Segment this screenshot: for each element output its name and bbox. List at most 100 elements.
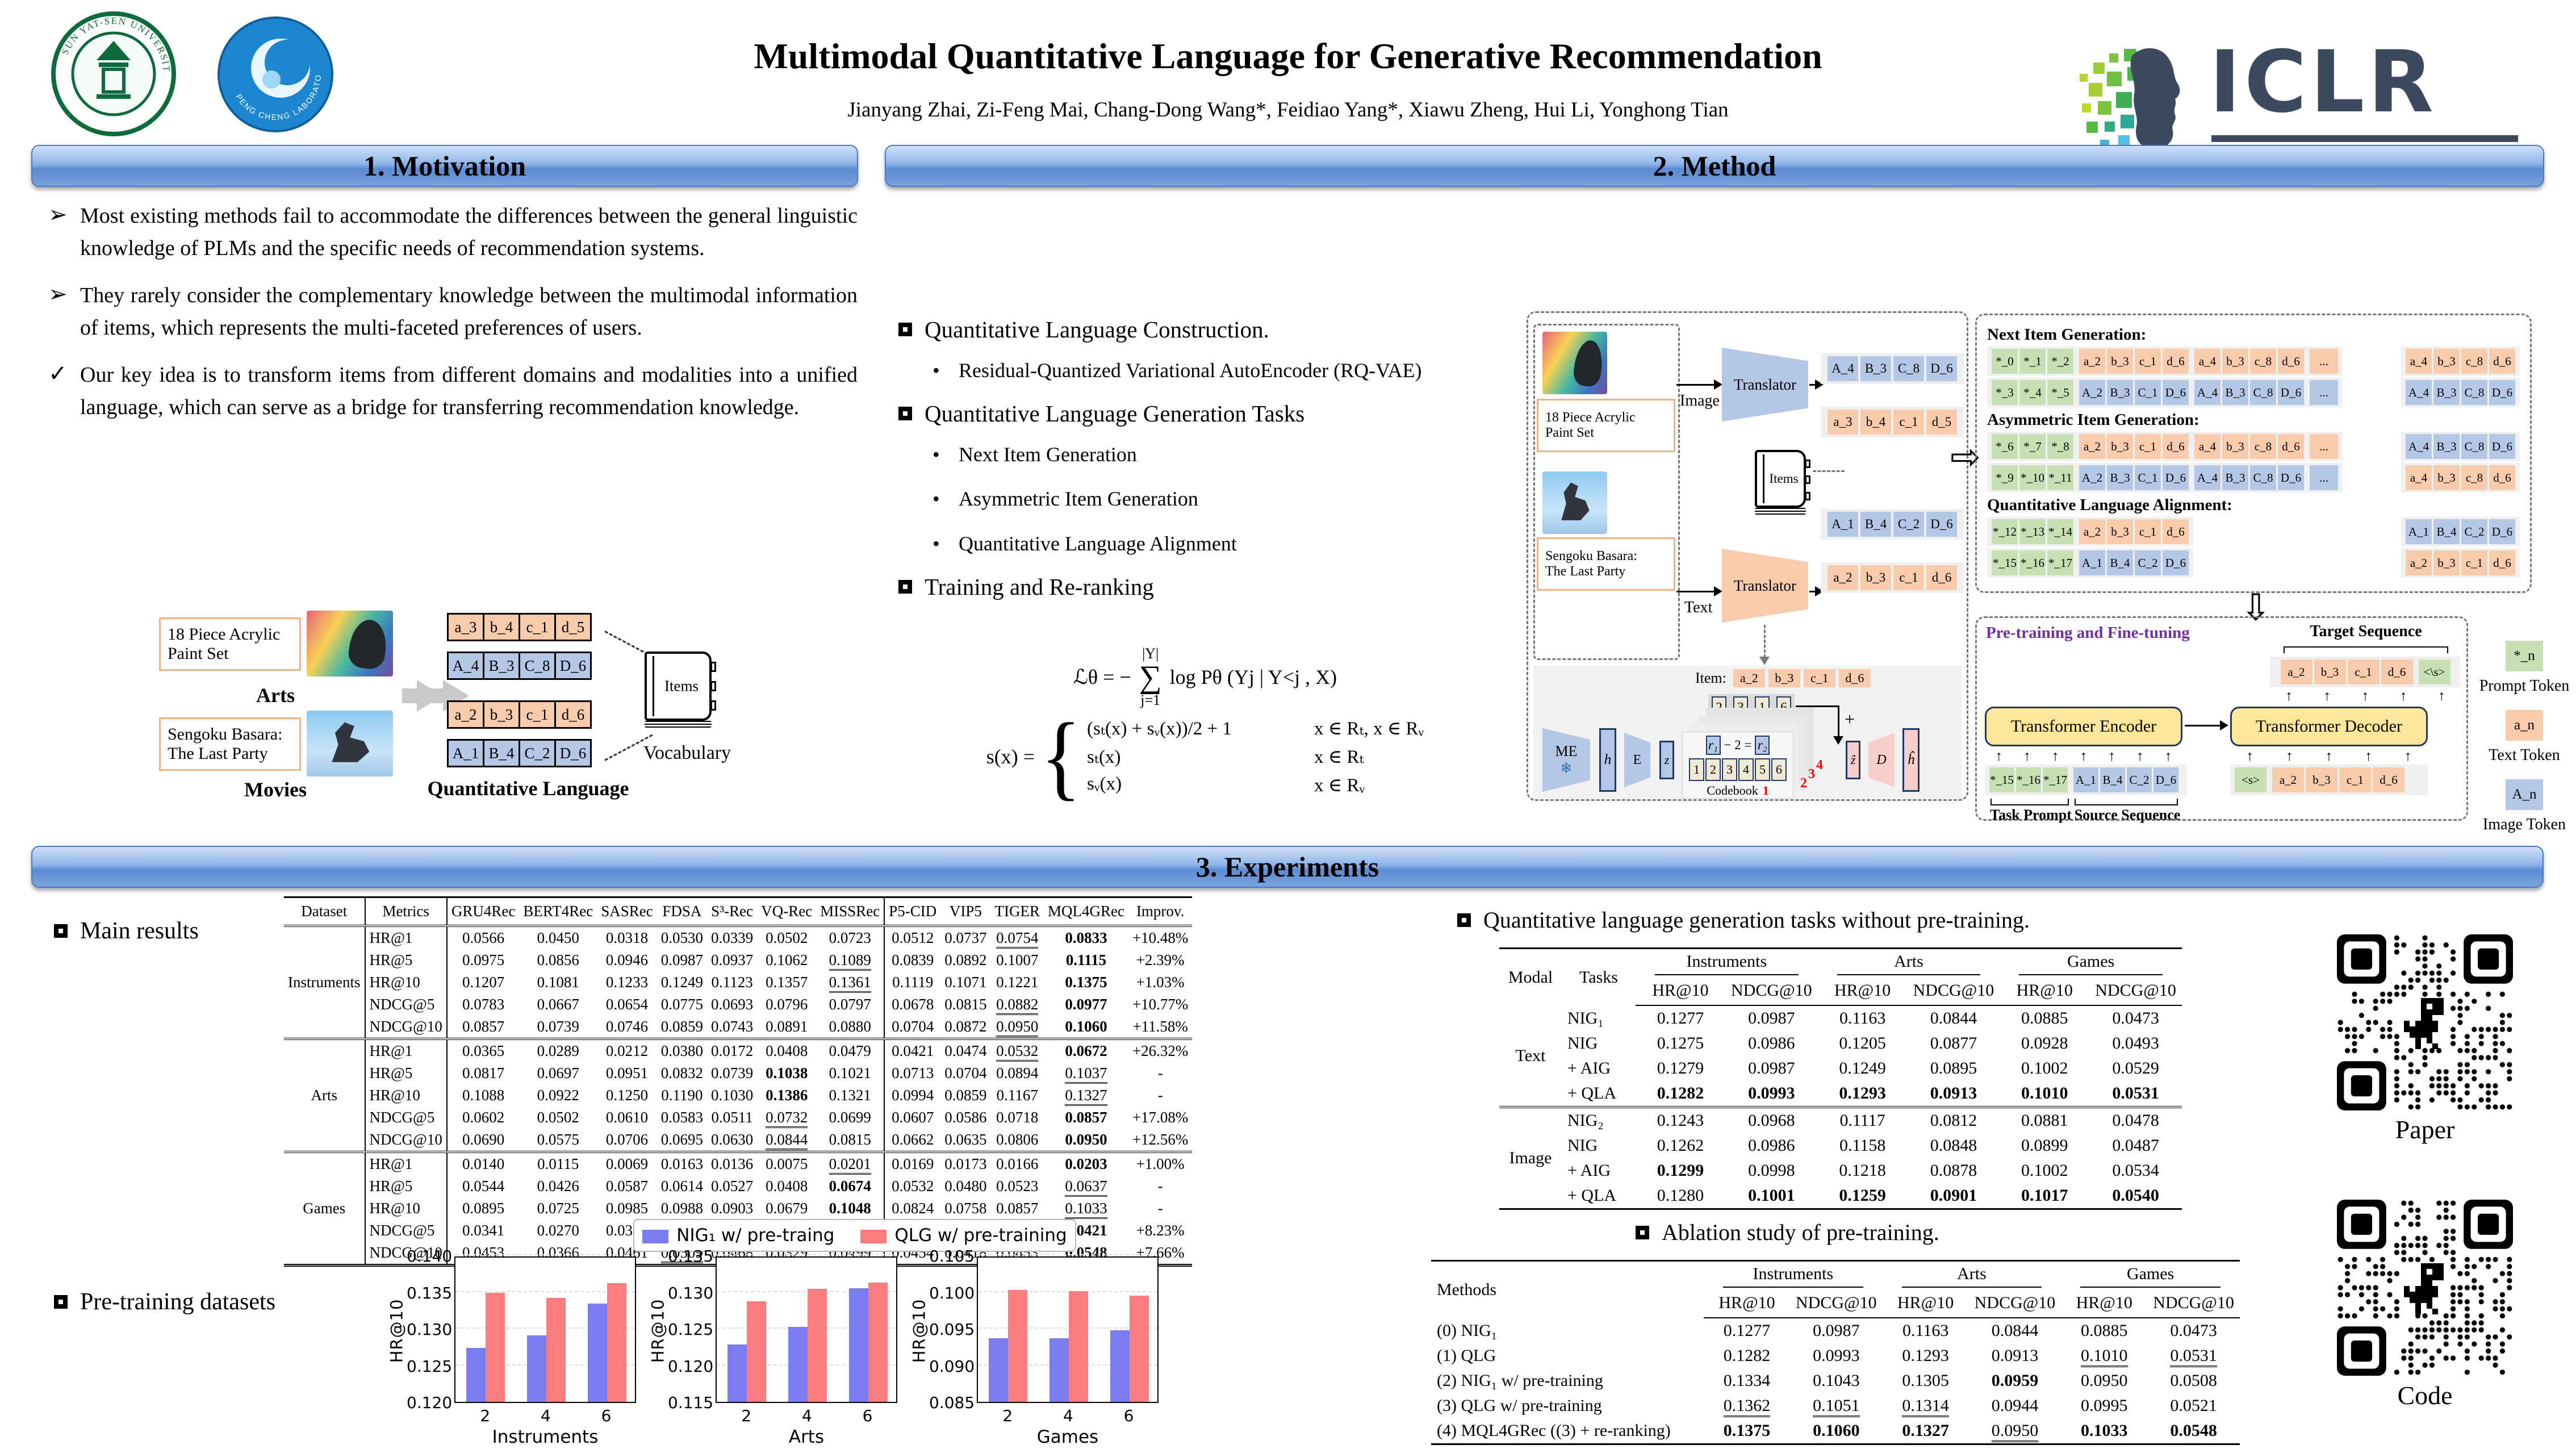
value-cell: 0.0699 bbox=[816, 1106, 885, 1129]
value-cell: 0.0995 bbox=[2081, 1396, 2128, 1415]
token: a_2 bbox=[2406, 550, 2432, 575]
bar bbox=[1008, 1289, 1028, 1402]
value-cell: 0.0529 bbox=[2112, 1059, 2159, 1078]
legend-entry-label: QLG w/ pre-training bbox=[894, 1225, 1067, 1246]
domain-label-arts: Arts bbox=[256, 684, 295, 707]
up-arrow-icon: ↑ bbox=[2164, 749, 2172, 764]
ablation-results: Methods Instruments Arts Games HR@10 NDCG@10 H… bbox=[1431, 1260, 2240, 1445]
code-qr-code bbox=[2337, 1200, 2513, 1376]
underlined-value: 0.1033 bbox=[1065, 1200, 1107, 1219]
value-cell: 0.0532 bbox=[892, 1177, 934, 1195]
value-cell: 0.1002 bbox=[2021, 1161, 2068, 1180]
value-cell: 0.0169 bbox=[884, 1151, 941, 1175]
task-cell: + AIG bbox=[1567, 1161, 1611, 1180]
metric-cell: HR@5 bbox=[365, 1062, 448, 1084]
value-cell: 0.1282 bbox=[1723, 1346, 1771, 1365]
task-cell: NIG₂ bbox=[1562, 1106, 1636, 1133]
qr-matrix bbox=[2337, 1200, 2513, 1376]
value-cell: 0.0815 bbox=[944, 996, 987, 1013]
h-hat-vector: ĥ bbox=[1902, 728, 1920, 792]
snowflake-icon: ❄ bbox=[1560, 760, 1573, 776]
item-title: 18 Piece Acrylic bbox=[168, 625, 281, 644]
value-cell: 0.1375 bbox=[1065, 974, 1107, 991]
token: c_1 bbox=[2135, 349, 2161, 374]
task-target-strip: a_4 b_3 c_8 d_6 bbox=[2401, 463, 2520, 492]
token: *_15 bbox=[1989, 767, 2014, 792]
token: C_2 bbox=[2127, 767, 2152, 792]
value-cell: 0.1048 bbox=[816, 1197, 885, 1220]
gridline bbox=[455, 1327, 635, 1329]
token-row: A_1 B_4 C_2 D_6 bbox=[447, 739, 592, 767]
token: C_8 bbox=[2461, 380, 2487, 405]
task-row: *_6 *_7 *_8 a_2 b_3 c_1 d_6 a_4 b_3 c_8 d_6... A_4 B… bbox=[1987, 432, 2520, 461]
token: c_1 bbox=[518, 700, 556, 729]
token: D_6 bbox=[2153, 767, 2178, 792]
bullet-marker-icon: ➢ bbox=[48, 281, 68, 307]
value-cell: 0.0856 bbox=[537, 951, 579, 968]
column-header: SASRec bbox=[597, 897, 657, 927]
value-cell: 0.0530 bbox=[660, 929, 703, 946]
bar bbox=[1069, 1291, 1088, 1402]
prompt-token-group: *_0 *_1 *_2 bbox=[1992, 349, 2073, 374]
sequence-token-group: ... bbox=[2310, 465, 2338, 490]
column-group-label: Arts bbox=[1901, 1264, 2042, 1288]
value-cell: 0.0635 bbox=[944, 1131, 987, 1148]
value-cell: 0.0339 bbox=[710, 929, 754, 946]
task-cell: + AIG bbox=[1567, 1059, 1611, 1078]
gridline bbox=[978, 1254, 1157, 1255]
prompt-token-group: *_3 *_4 *_5 bbox=[1992, 380, 2073, 405]
square-bullet-icon bbox=[54, 924, 68, 938]
underlined-value: 0.0531 bbox=[2170, 1346, 2217, 1367]
token: D_6 bbox=[554, 652, 592, 680]
up-arrow-icon: ↑ bbox=[2438, 688, 2445, 704]
column-header: Metrics bbox=[365, 897, 448, 927]
value-cell: 0.0975 bbox=[462, 951, 505, 968]
token-row: A_4 B_3 C_8 D_6 bbox=[447, 652, 592, 680]
item-card-movie: Sengoku Basara: The Last Party bbox=[159, 717, 301, 771]
piecewise-expr: sₜ(x) bbox=[1087, 747, 1121, 767]
token: c_1 bbox=[2339, 767, 2371, 792]
target-bracket bbox=[2284, 646, 2448, 653]
main-results-label: Main results bbox=[54, 917, 199, 945]
value-cell: 0.1243 bbox=[1636, 1106, 1725, 1133]
column-header: GRU4Rec bbox=[446, 897, 520, 927]
token: c_1 bbox=[1893, 565, 1924, 590]
value-cell: 0.1071 bbox=[944, 974, 987, 991]
y-axis-label: HR@10 bbox=[387, 1298, 407, 1363]
value-cell: 0.0163 bbox=[656, 1151, 707, 1175]
piecewise-cond: x ∈ Rₜ, x ∈ Rᵥ bbox=[1314, 719, 1424, 739]
prompt-token: *_17 bbox=[2047, 550, 2073, 575]
motivation-bullets: ➢ Most existing methods fail to accommoda… bbox=[48, 200, 858, 439]
value-cell: +8.23% bbox=[1136, 1222, 1185, 1239]
sequence-token-group: A_4 B_3 C_8 D_6 bbox=[2194, 465, 2304, 490]
column-group-header: Instruments bbox=[1704, 1261, 1883, 1291]
token: d_6 bbox=[2489, 465, 2515, 490]
piecewise-expr: (sₜ(x) + sᵥ(x))/2 + 1 bbox=[1087, 719, 1232, 739]
y-tick-label: 0.135 bbox=[407, 1283, 453, 1302]
value-cell: 0.0725 bbox=[537, 1200, 579, 1217]
sequence-token-group: a_2 b_3 c_1 d_6 bbox=[2079, 349, 2189, 374]
value-cell: 0.0833 bbox=[1065, 929, 1107, 946]
table-row: + QLA 0.1280 0.1001 0.1259 0.0901 0.1017 0.054… bbox=[1499, 1183, 2182, 1209]
prompt-token-group: *_15 *_16 *_17 bbox=[1992, 550, 2073, 575]
value-cell: 0.0998 bbox=[1748, 1161, 1795, 1180]
table-row: HR@5 0.0975 0.0856 0.0946 0.0987 0.0937 0.1062… bbox=[284, 949, 1192, 971]
table-row: + AIG 0.1299 0.0998 0.1218 0.0878 0.1002 0.053… bbox=[1499, 1158, 2182, 1183]
x-tick-label: 6 bbox=[601, 1406, 612, 1425]
value-cell: 0.0950 bbox=[2081, 1371, 2128, 1390]
target-token-group: a_4 b_3 c_8 d_6 bbox=[2406, 349, 2515, 374]
value-cell: 0.0739 bbox=[710, 1064, 754, 1081]
book-token-link bbox=[1813, 470, 1845, 472]
value-cell: 0.0583 bbox=[660, 1109, 703, 1126]
token: a_2 bbox=[447, 700, 484, 729]
table-row: (0) NIG₁ 0.1277 0.0987 0.1163 0.0844 0.0885 0.… bbox=[1431, 1318, 2240, 1343]
token-group: a_2 b_3 c_1 d_6 bbox=[2280, 659, 2413, 684]
gridline bbox=[978, 1327, 1157, 1329]
prompt-token: *_1 bbox=[2019, 349, 2046, 374]
arrows-up: ↑ ↑ ↑ ↑ ↑ bbox=[2230, 749, 2428, 765]
task-cell: + QLA bbox=[1567, 1186, 1617, 1205]
iclr-logo: ICLR bbox=[2073, 40, 2550, 159]
column-header: Dataset bbox=[284, 897, 366, 927]
item-card-paint-set: 18 Piece Acrylic Paint Set bbox=[159, 617, 301, 671]
generation-tasks-box: Next Item Generation: *_0 *_1 *_2 a_2 b_3 c_1 d… bbox=[1975, 314, 2532, 593]
